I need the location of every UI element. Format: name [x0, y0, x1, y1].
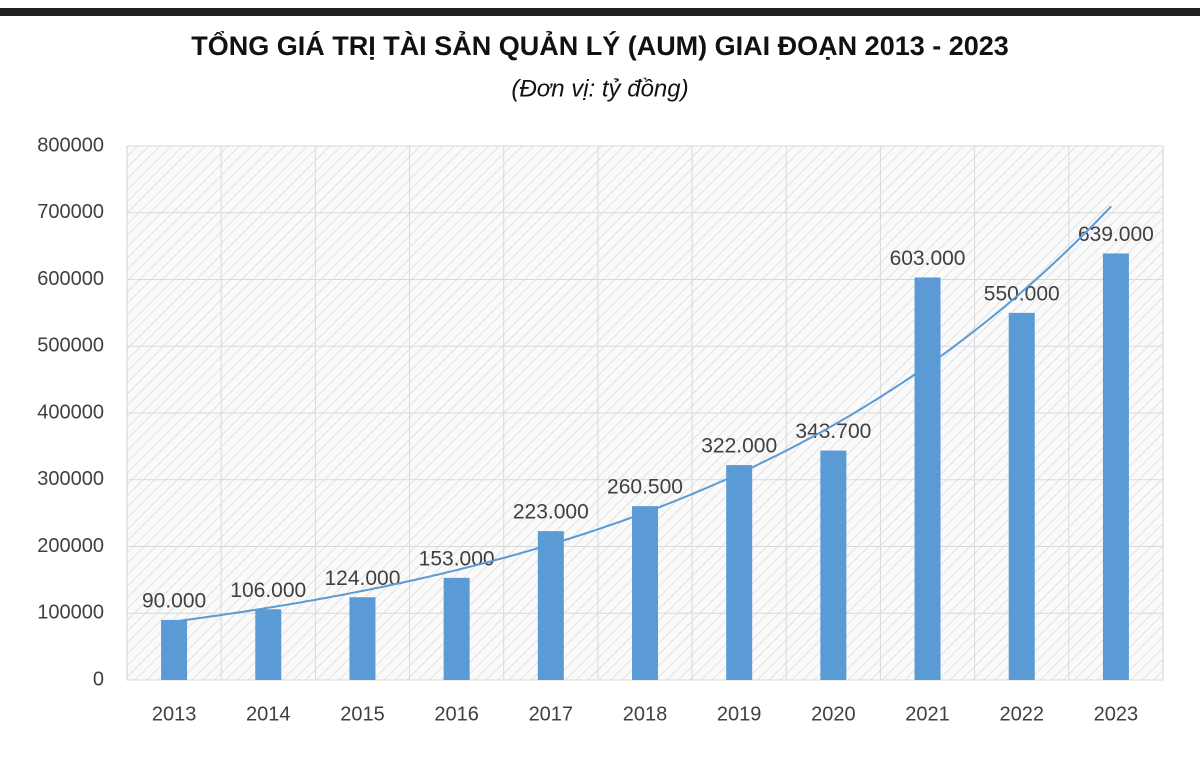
y-tick-label: 700000	[37, 201, 104, 223]
bar	[1102, 253, 1129, 680]
data-label: 550.000	[984, 282, 1060, 305]
data-label: 106.000	[230, 579, 306, 602]
data-label: 223.000	[513, 501, 589, 524]
y-tick-label: 200000	[37, 535, 104, 557]
x-tick-label: 2019	[717, 703, 762, 725]
y-tick-label: 800000	[37, 134, 104, 156]
y-tick-label: 0	[93, 668, 104, 690]
x-tick-label: 2015	[340, 703, 385, 725]
bar	[537, 531, 564, 680]
x-tick-label: 2018	[623, 703, 668, 725]
x-tick-label: 2017	[529, 703, 574, 725]
data-label: 90.000	[142, 589, 206, 612]
y-tick-label: 300000	[37, 468, 104, 490]
data-label: 322.000	[701, 435, 777, 458]
chart-title: TỔNG GIÁ TRỊ TÀI SẢN QUẢN LÝ (AUM) GIAI …	[191, 29, 1009, 61]
x-tick-label: 2021	[905, 703, 950, 725]
data-label: 153.000	[419, 547, 495, 570]
y-tick-label: 100000	[37, 602, 104, 624]
data-label: 124.000	[324, 567, 400, 590]
bar	[349, 597, 376, 680]
x-tick-label: 2016	[434, 703, 479, 725]
bar	[632, 506, 658, 680]
bar	[161, 619, 188, 680]
x-tick-label: 2020	[811, 703, 856, 725]
x-tick-label: 2014	[246, 703, 291, 725]
data-label: 343.700	[795, 420, 871, 443]
chart-subtitle: (Đơn vị: tỷ đồng)	[511, 75, 688, 102]
data-label: 639.000	[1078, 223, 1154, 246]
y-tick-label: 400000	[37, 401, 104, 423]
y-tick-label: 500000	[37, 335, 104, 357]
y-tick-label: 600000	[37, 268, 104, 290]
top-bar	[0, 8, 1200, 16]
bar	[726, 465, 753, 680]
bar	[255, 609, 282, 680]
x-tick-label: 2013	[152, 703, 197, 725]
x-tick-label: 2023	[1094, 703, 1139, 725]
data-label: 260.500	[607, 476, 683, 499]
bar	[1008, 312, 1035, 680]
bar	[820, 450, 847, 680]
data-label: 603.000	[890, 247, 966, 270]
x-tick-label: 2022	[999, 703, 1044, 725]
bar	[914, 277, 941, 680]
bar	[443, 577, 470, 680]
trendline	[173, 205, 1112, 623]
